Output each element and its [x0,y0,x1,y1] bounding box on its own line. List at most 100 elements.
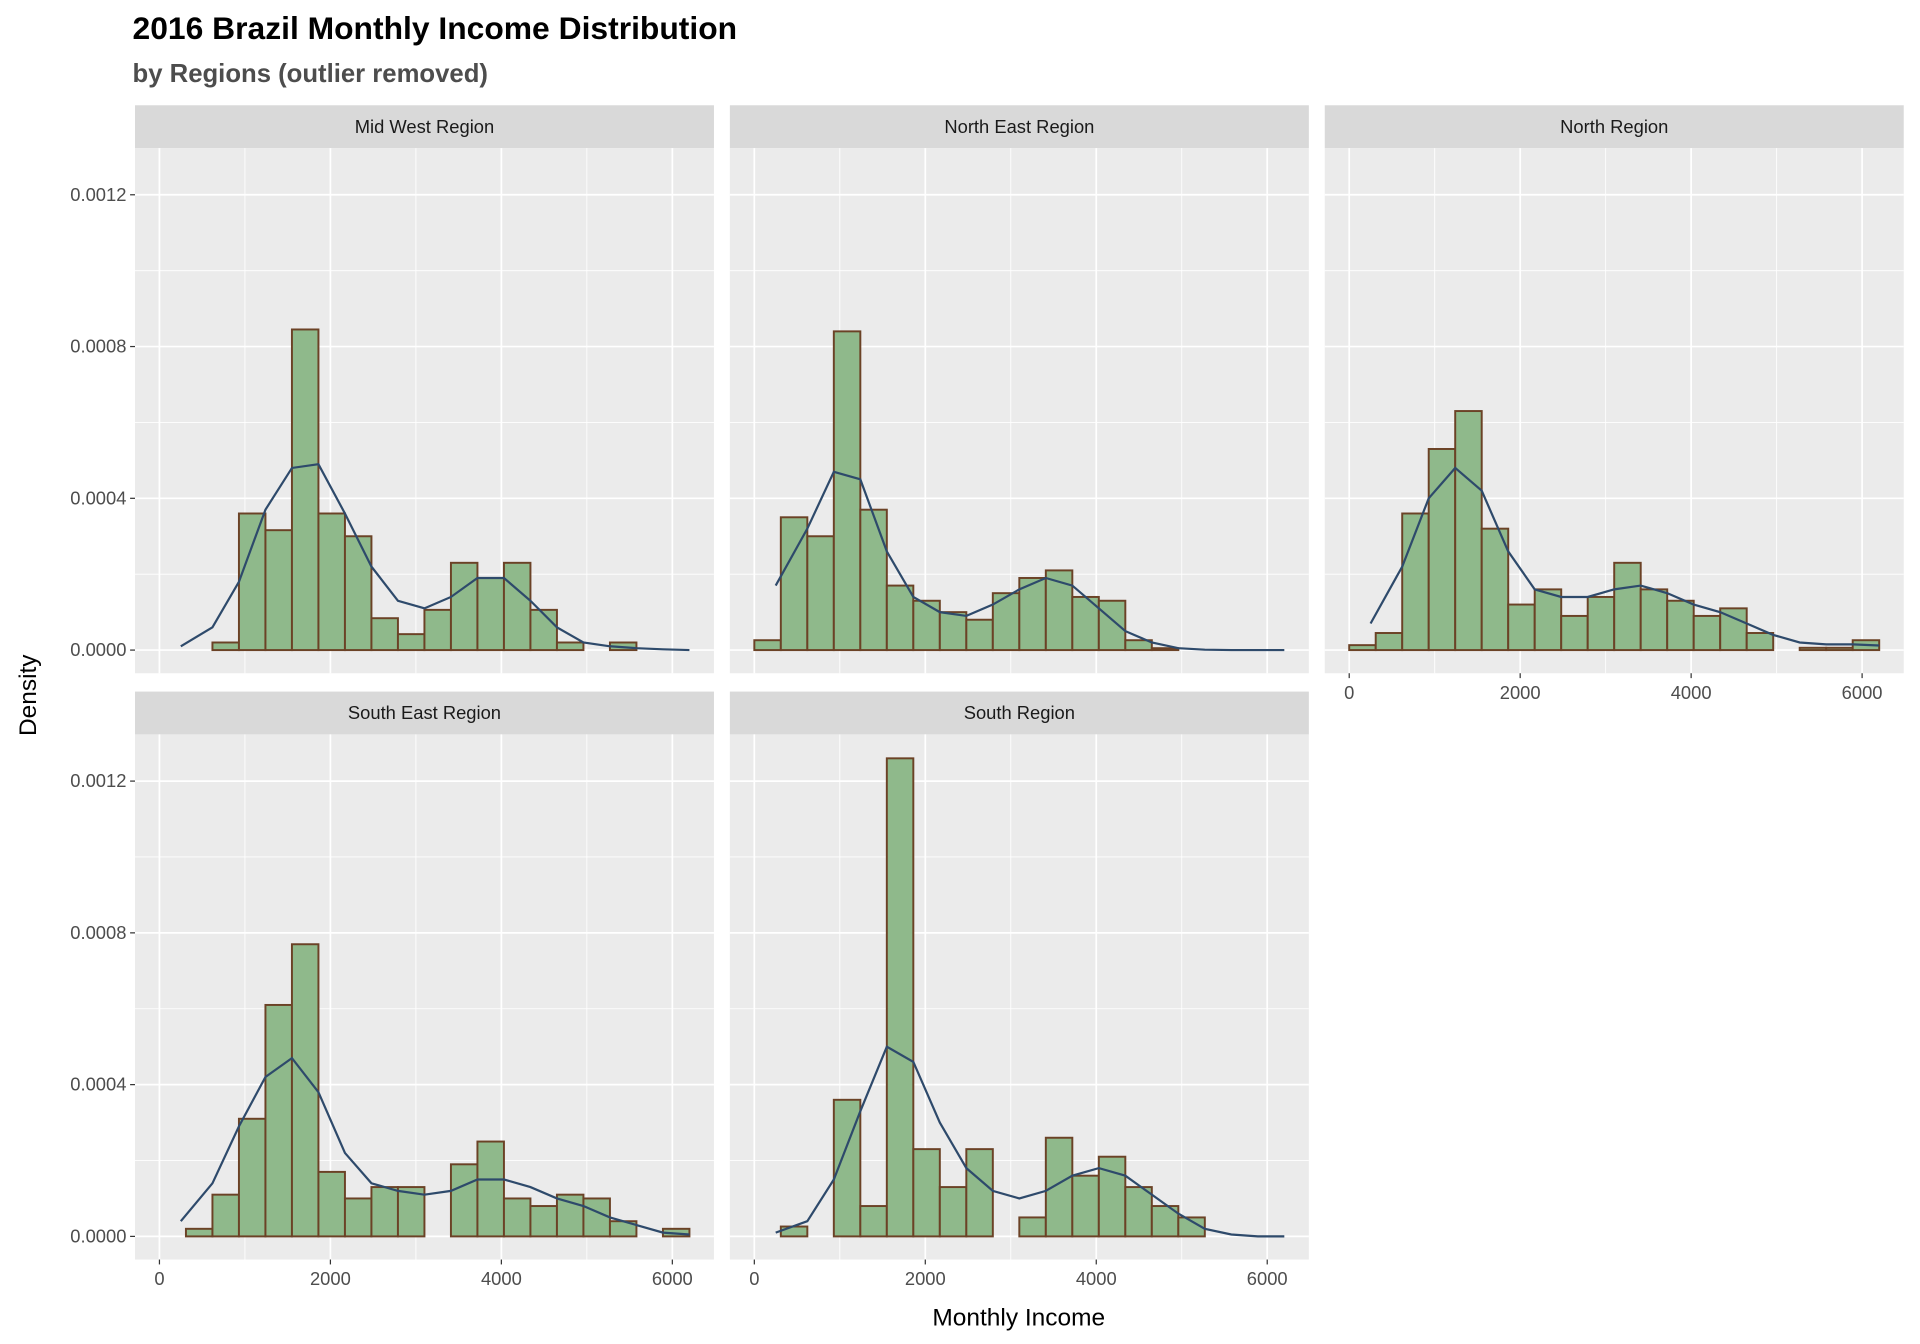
bar [1044,1136,1074,1238]
bar [343,1197,373,1238]
bar [1507,603,1536,652]
y-tick-label: 0.0004 [70,1074,126,1095]
bar [1666,599,1695,652]
bar [965,618,994,652]
bar [1639,588,1669,652]
y-tick-label: 0.0012 [70,770,126,791]
panel [729,734,1309,1260]
strip-label: North Region [1560,116,1668,137]
bar [317,512,346,652]
density-line [774,470,1285,652]
y-tick-label: 0.0012 [70,184,126,205]
bar [1374,632,1404,652]
bar [449,1163,479,1238]
bar [779,1225,809,1238]
bar [1560,614,1589,652]
x-tick-label: 4000 [1671,682,1712,703]
bar [476,577,505,652]
bar [779,516,809,652]
y-tick-label: 0.0008 [70,336,126,357]
bar [832,330,862,652]
bar [753,639,782,652]
x-tick-label: 6000 [652,1268,693,1289]
bar [859,508,888,652]
bar [370,617,399,652]
bar [555,1193,585,1238]
bar [476,1140,505,1238]
bar [806,535,835,652]
strip-label: Mid West Region [355,116,494,137]
x-tick-label: 2000 [1500,682,1541,703]
bar [582,1197,611,1238]
bar [1586,595,1616,652]
strip [134,105,714,149]
bar [1745,632,1775,652]
x-tick-label: 6000 [1842,682,1883,703]
bar [502,561,532,652]
bar [1825,646,1854,652]
bar [1692,614,1722,652]
bar [1124,1186,1153,1238]
bar [237,1117,267,1238]
bar [529,608,558,652]
strip [134,691,714,735]
panel [134,148,714,674]
bar [885,584,915,652]
bar [1018,1216,1047,1238]
bar [912,599,941,652]
bar [290,328,320,652]
x-tick-label: 0 [749,1268,759,1289]
bar [184,1227,214,1238]
bar [264,1003,293,1238]
bar [423,608,452,652]
density-line [775,1045,1285,1238]
bar [1798,646,1828,652]
bar [1719,607,1748,652]
y-tick-label: 0.0000 [70,1226,126,1247]
bar [1613,561,1642,652]
bar [370,1186,399,1238]
bar [859,1205,888,1238]
bar [1018,577,1047,652]
x-tick-label: 4000 [481,1268,522,1289]
strip-label: South Region [964,702,1075,723]
bar [1071,1174,1100,1238]
bar [237,512,267,652]
y-tick-label: 0.0008 [70,922,126,943]
strip [729,105,1309,149]
x-tick-label: 6000 [1247,1268,1288,1289]
panel [134,734,714,1260]
chart-subtitle: by Regions (outlier removed) [133,60,488,88]
density-line [180,462,690,652]
bar [965,1148,994,1238]
bar [1097,599,1127,652]
strip-label: North East Region [944,116,1094,137]
density-line [1369,466,1880,647]
bar [1348,644,1377,652]
bar [912,1148,941,1238]
bar [529,1205,558,1238]
x-tick-label: 2000 [310,1268,351,1289]
bar [938,1186,968,1238]
x-axis-title: Monthly Income [932,1305,1105,1332]
bar [555,641,585,652]
bar [1124,639,1153,652]
x-tick-label: 0 [154,1268,164,1289]
x-tick-label: 0 [1344,682,1354,703]
strip-label: South East Region [348,702,501,723]
bar [343,535,373,652]
bar [502,1197,532,1238]
x-tick-label: 4000 [1076,1268,1117,1289]
bar [938,611,968,652]
bar [290,943,320,1238]
bar [396,633,426,652]
y-tick-label: 0.0004 [70,487,126,508]
y-tick-label: 0.0000 [70,639,126,660]
bar [1427,448,1457,652]
bar [1533,588,1563,652]
bar [211,1193,240,1238]
bar [1177,1216,1206,1238]
bar [317,1170,346,1238]
bar [885,757,915,1238]
bar [396,1186,426,1238]
